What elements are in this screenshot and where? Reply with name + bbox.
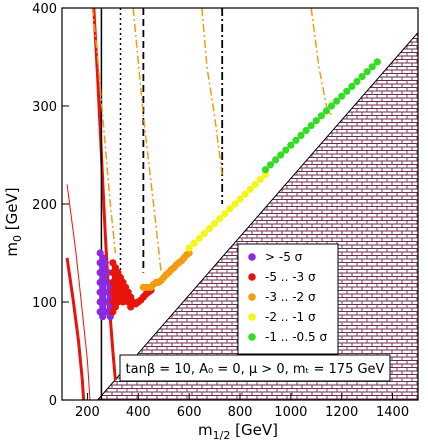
- data-point: [338, 92, 346, 100]
- data-point: [358, 73, 366, 81]
- legend: > -5 σ -5 .. -3 σ -3 .. -2 σ -2 .. -1 σ -1 .…: [237, 243, 339, 355]
- data-point: [236, 195, 244, 203]
- data-point: [104, 269, 112, 277]
- data-point: [101, 259, 109, 267]
- annotation-box: tanβ = 10, A₀ = 0, μ > 0, mₜ = 175 GeV: [119, 354, 391, 382]
- contour-line-7: [91, 8, 117, 254]
- data-point: [333, 97, 341, 105]
- x-tick-label: 800: [228, 405, 253, 420]
- x-axis-title-unit: [GeV]: [230, 421, 278, 439]
- data-point: [277, 151, 285, 159]
- data-point: [343, 87, 351, 95]
- contour-line-0: [92, 8, 117, 381]
- legend-marker: [248, 273, 256, 281]
- x-tick-label: 200: [75, 405, 100, 420]
- data-point: [348, 82, 356, 90]
- legend-marker: [248, 313, 256, 321]
- data-point: [216, 215, 224, 223]
- data-point: [282, 146, 290, 154]
- data-point: [231, 200, 239, 208]
- data-point: [292, 136, 300, 144]
- series-3: [185, 171, 270, 252]
- data-point: [246, 185, 254, 193]
- legend-label: > -5 σ: [265, 250, 303, 264]
- data-point: [200, 229, 208, 237]
- x-tick-label: 600: [177, 405, 202, 420]
- x-axis-title-sub: 1/2: [213, 429, 231, 442]
- lines-layer: [65, 8, 333, 400]
- legend-marker: [248, 333, 256, 341]
- annotation-frame: [119, 354, 391, 382]
- series-1: [109, 259, 155, 316]
- series-4: [261, 58, 381, 174]
- y-axis-title-sub: 0: [11, 235, 24, 242]
- data-point: [205, 224, 214, 233]
- y-axis-title-main: m: [3, 242, 21, 257]
- legend-label: -3 .. -2 σ: [265, 290, 316, 304]
- y-tick-label: 200: [32, 198, 57, 213]
- legend-label: -1 .. -0.5 σ: [265, 330, 327, 344]
- data-point: [256, 175, 264, 184]
- x-axis-title-main: m: [198, 421, 213, 439]
- data-point: [185, 244, 193, 252]
- y-tick-label: 100: [32, 296, 57, 311]
- data-point: [261, 166, 270, 174]
- legend-label: -2 .. -1 σ: [265, 310, 316, 324]
- data-point: [251, 180, 259, 188]
- data-point: [317, 112, 325, 120]
- data-point: [368, 63, 376, 71]
- data-point: [266, 161, 275, 169]
- legend-label: -5 .. -3 σ: [265, 270, 316, 284]
- x-tick-label: 1000: [274, 405, 307, 420]
- x-tick-label: 1400: [376, 405, 409, 420]
- data-point: [373, 58, 381, 66]
- y-axis-title-unit: [GeV]: [3, 187, 21, 235]
- data-point: [322, 107, 331, 115]
- data-point: [307, 122, 315, 130]
- y-tick-label: 400: [32, 2, 57, 17]
- annotation-text: tanβ = 10, A₀ = 0, μ > 0, mₜ = 175 GeV: [126, 362, 385, 377]
- data-point: [190, 239, 198, 247]
- y-tick-label: 300: [32, 100, 57, 115]
- contour-line-9: [201, 8, 223, 175]
- points-layer: [96, 58, 381, 321]
- contour-line-1: [65, 257, 86, 400]
- y-axis-title: m0 [GeV]: [3, 187, 24, 256]
- data-point: [327, 102, 336, 110]
- data-point: [353, 77, 361, 86]
- data-point: [226, 205, 234, 213]
- data-point: [210, 220, 219, 228]
- x-axis-ticks: 200 400 600 800 1000 1200 1400: [75, 393, 409, 420]
- data-point: [312, 117, 320, 125]
- data-point: [297, 131, 305, 139]
- legend-marker: [248, 293, 256, 301]
- data-point: [195, 234, 203, 242]
- data-point: [287, 141, 295, 149]
- data-point: [221, 210, 229, 218]
- series-2: [139, 249, 193, 291]
- data-point: [363, 68, 371, 76]
- data-point: [241, 190, 249, 198]
- x-axis-title: m1/2 [GeV]: [198, 421, 278, 442]
- contour-line-8: [132, 8, 162, 273]
- y-tick-label: 0: [49, 394, 57, 409]
- legend-marker: [248, 253, 256, 261]
- contour-line-2: [66, 184, 91, 400]
- x-tick-label: 400: [126, 405, 151, 420]
- x-tick-label: 1200: [325, 405, 358, 420]
- data-point: [302, 126, 310, 135]
- data-point: [272, 156, 280, 164]
- y-axis-ticks: 0 100 200 300 400: [32, 2, 69, 409]
